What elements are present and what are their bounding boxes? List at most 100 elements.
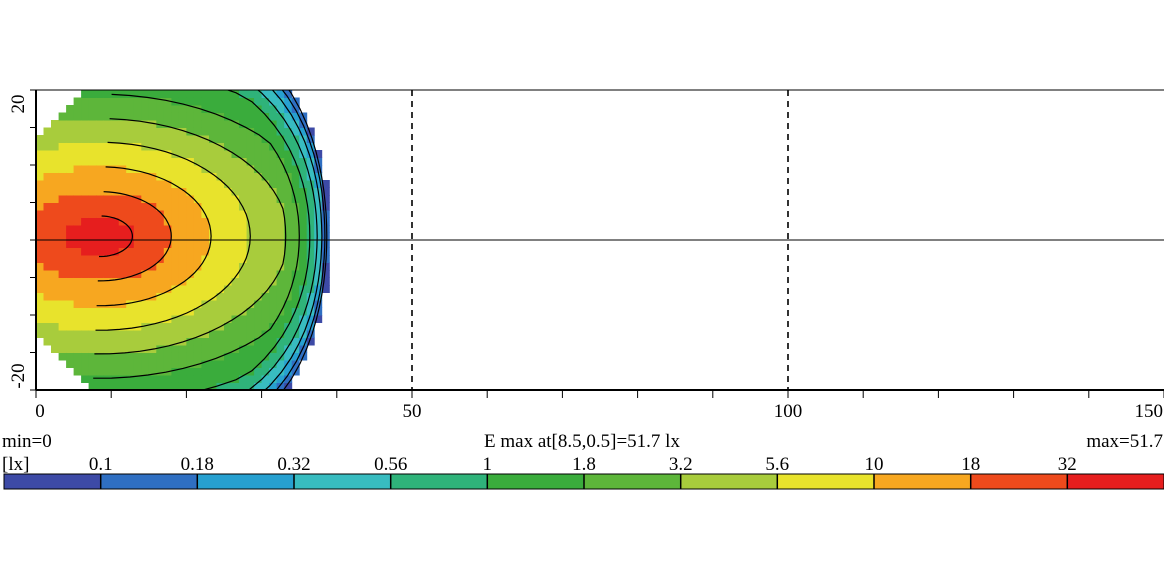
heatmap-cell (216, 187, 225, 196)
heatmap-cell (291, 210, 300, 218)
heatmap-cell (246, 307, 255, 316)
heatmap-cell (111, 240, 120, 248)
heatmap-cell (291, 337, 300, 346)
heatmap-cell (141, 157, 150, 166)
heatmap-cell (36, 277, 44, 286)
heatmap-cell (126, 180, 135, 188)
heatmap-cell (73, 360, 82, 368)
heatmap-cell (186, 382, 195, 390)
heatmap-cell (156, 360, 165, 368)
heatmap-cell (111, 247, 120, 256)
heatmap-cell (156, 352, 165, 361)
heatmap-cell (261, 142, 270, 151)
heatmap-cell (36, 292, 44, 301)
heatmap-cell (141, 330, 150, 338)
heatmap-cell (284, 127, 293, 136)
heatmap-cell (96, 180, 105, 188)
heatmap-cell (36, 172, 44, 181)
heatmap-cell (231, 112, 240, 121)
heatmap-cell (88, 97, 97, 106)
heatmap-cell (148, 240, 157, 248)
heatmap-cell (314, 195, 323, 203)
heatmap-cell (216, 157, 225, 166)
heatmap-cell (216, 135, 225, 143)
heatmap-cell (231, 352, 240, 361)
heatmap-cell (141, 367, 150, 376)
heatmap-cell (58, 315, 67, 323)
heatmap-cell (171, 277, 180, 286)
heatmap-cell (209, 255, 217, 263)
heatmap-cell (209, 142, 217, 151)
heatmap-cell (314, 255, 323, 263)
heatmap-cell (66, 112, 75, 121)
heatmap-cell (261, 367, 270, 376)
heatmap-cell (51, 330, 59, 338)
heatmap-cell (88, 337, 97, 346)
heatmap-cell (193, 127, 202, 136)
heatmap-cell (246, 210, 255, 218)
heatmap-cell (193, 165, 202, 173)
heatmap-cell (43, 135, 52, 143)
heatmap-cell (111, 292, 120, 301)
heatmap-cell (103, 90, 112, 98)
heatmap-cell (291, 292, 300, 301)
heatmap-cell (96, 232, 105, 241)
heatmap-cell (111, 330, 120, 338)
heatmap-cell (224, 360, 232, 368)
heatmap-cell (118, 157, 127, 166)
heatmap-cell (291, 262, 300, 271)
heatmap-cell (231, 262, 240, 271)
heatmap-cell (299, 195, 308, 203)
heatmap-cell (261, 277, 270, 286)
heatmap-cell (193, 315, 202, 323)
heatmap-cell (163, 360, 172, 368)
heatmap-cell (88, 330, 97, 338)
heatmap-cell (291, 307, 300, 316)
heatmap-cell (201, 285, 210, 293)
heatmap-cell (186, 345, 195, 353)
heatmap-cell (58, 225, 67, 233)
heatmap-cell (126, 307, 135, 316)
heatmap-cell (51, 210, 59, 218)
heatmap-cell (96, 337, 105, 346)
max-label: max=51.7 (1086, 431, 1163, 452)
heatmap-cell (321, 285, 330, 293)
colorbar-tick-label: 0.18 (181, 454, 214, 475)
heatmap-cell (133, 90, 142, 98)
heatmap-cell (126, 262, 135, 271)
heatmap-cell (58, 210, 67, 218)
heatmap-cell (254, 277, 263, 286)
heatmap-cell (156, 90, 165, 98)
heatmap-cell (43, 247, 52, 256)
heatmap-cell (96, 352, 105, 361)
heatmap-cell (239, 382, 247, 390)
heatmap-cell (148, 217, 157, 226)
heatmap-cell (178, 322, 187, 331)
heatmap-cell (43, 262, 52, 271)
heatmap-cell (103, 262, 112, 271)
heatmap-cell (81, 165, 90, 173)
heatmap-cell (66, 292, 75, 301)
heatmap-cell (96, 330, 105, 338)
heatmap-cell (193, 142, 202, 151)
heatmap-cell (88, 300, 97, 308)
contour-3 (92, 90, 318, 390)
heatmap-cell (209, 120, 217, 128)
heatmap-cell (133, 225, 142, 233)
heatmap-cell (111, 337, 120, 346)
heatmap-cell (231, 165, 240, 173)
heatmap-cell (224, 127, 232, 136)
heatmap-cell (88, 270, 97, 278)
heatmap-cell (246, 127, 255, 136)
heatmap-cell (216, 382, 225, 390)
heatmap-cell (299, 165, 308, 173)
heatmap-cell (96, 142, 105, 151)
heatmap-cell (96, 97, 105, 106)
heatmap-cell (209, 277, 217, 286)
heatmap-cell (148, 277, 157, 286)
heatmap-cell (163, 322, 172, 331)
heatmap-cell (51, 262, 59, 271)
heatmap-cell (246, 322, 255, 331)
heatmap-cell (156, 315, 165, 323)
heatmap-cell (231, 315, 240, 323)
